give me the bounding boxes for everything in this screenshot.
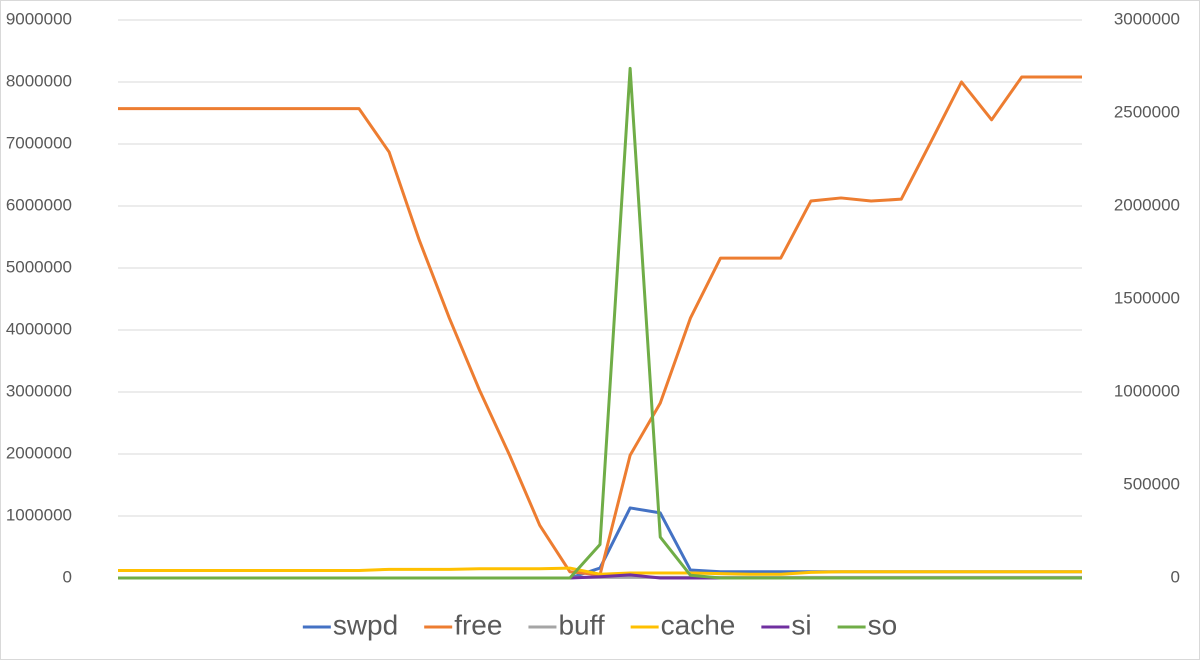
y-tick-label: 7000000 [6,133,72,152]
legend-label: buff [558,609,604,640]
y-tick-label: 1000000 [6,505,72,524]
legend-label: cache [661,609,736,640]
y-tick-label: 4000000 [6,319,72,338]
y-tick-label: 8000000 [6,71,72,90]
y2-tick-label: 1500000 [1114,288,1180,307]
y2-tick-label: 2000000 [1114,195,1180,214]
y-tick-label: 5000000 [6,257,72,276]
y2-tick-label: 0 [1171,567,1180,586]
y-tick-label: 0 [63,567,72,586]
y-tick-label: 6000000 [6,195,72,214]
y2-tick-label: 500000 [1123,474,1180,493]
legend-label: free [454,609,502,640]
legend-label: so [868,609,898,640]
series-line [118,66,1082,580]
y-tick-label: 3000000 [6,381,72,400]
legend-label: swpd [333,609,398,640]
y2-tick-label: 2500000 [1114,102,1180,121]
y2-tick-label: 3000000 [1114,9,1180,28]
series-line [118,566,1082,576]
y-tick-label: 2000000 [6,443,72,462]
y-tick-label: 9000000 [6,9,72,28]
y2-tick-label: 1000000 [1114,381,1180,400]
legend-label: si [791,609,811,640]
